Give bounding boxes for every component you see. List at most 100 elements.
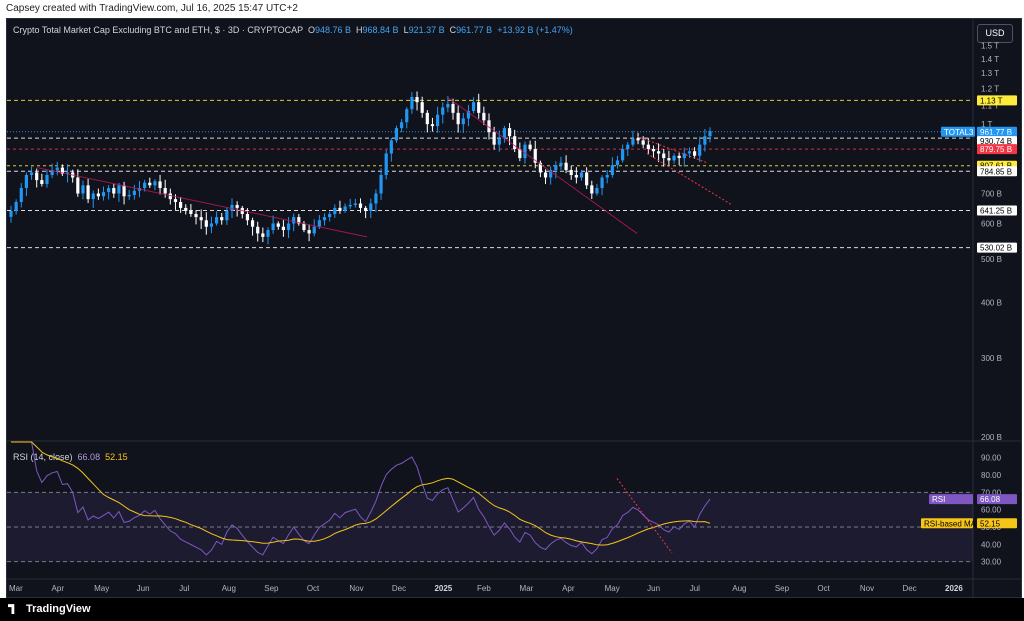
rsi-ma-value-label: 52.15 [980,519,1001,528]
rsi-header: RSI (14, close) 66.08 52.15 [13,452,128,462]
time-axis-tick: Jun [647,584,660,593]
candle [590,185,594,194]
candle [91,193,95,200]
chart-area[interactable]: Crypto Total Market Cap Excluding BTC an… [6,18,1022,598]
time-axis-tick: Mar [9,584,23,593]
price-axis-tick: 1 T [981,120,993,129]
candle [379,174,383,194]
candle [107,188,111,193]
candle [292,217,296,224]
time-axis-tick: Nov [860,584,874,593]
candle [312,226,316,234]
candle [214,217,219,224]
price-label: 879.75 B [980,145,1012,154]
price-label-box [941,126,975,137]
candle [333,207,337,214]
time-axis-tick: Jun [137,584,150,593]
rsi-axis-tick: 40.00 [981,540,1002,549]
candle [168,193,172,200]
candle [636,138,640,141]
candle [266,230,270,237]
candle [199,217,203,221]
candle [549,169,553,178]
candle [256,226,260,234]
trendline [36,167,368,238]
candle [687,151,692,154]
time-axis-tick: Jul [179,584,189,593]
chart-header: Crypto Total Market Cap Excluding BTC an… [13,25,573,35]
price-label-box [977,166,1017,177]
price-label: 930.74 B [980,137,1012,146]
candle [117,185,121,194]
candle [348,204,352,207]
price-label-box [977,144,1017,155]
candle [245,213,250,221]
candle [276,223,280,227]
chart-svg[interactable]: 1.5 T 1.4 T 1.3 T 1.2 T 1.1 T 1 T 700 B 600 B 50… [7,19,1021,597]
time-axis-tick: May [94,584,109,593]
close-label: C [449,25,457,35]
time-axis-tick: Aug [222,584,236,593]
price-axis-tick: 500 B [981,255,1002,264]
candle [425,112,429,125]
candle [230,204,234,211]
candle [471,102,476,112]
price-label-box [977,126,1017,137]
time-axis-tick: Aug [732,584,746,593]
price-axis-tick: 1.3 T [981,69,999,78]
price-axis-tick: 400 B [981,298,1002,307]
rsi-ma-label: RSI-based MA [924,519,977,528]
chart-title: Crypto Total Market Cap Excluding BTC an… [13,25,303,35]
time-axis-tick: Nov [349,584,363,593]
candle [127,194,131,197]
rsi-axis-tick: 70.00 [981,488,1002,497]
currency-button[interactable]: USD [977,24,1013,43]
candle [631,138,635,145]
candle [605,174,609,178]
footer-bar: TradingView [0,598,1024,621]
candle [297,217,301,224]
candle [641,140,645,145]
candle [507,128,512,137]
time-axis-tick: Dec [392,584,406,593]
candle [435,114,440,127]
candle [338,207,342,211]
candle [317,220,321,227]
candle [184,207,188,211]
tradingview-logo[interactable]: TradingView [8,603,91,615]
candle [302,223,306,231]
close-value: 961.77 B [456,25,493,35]
candle [708,131,712,137]
candle [672,155,676,161]
price-label: 1.13 T [980,96,1003,105]
time-axis-tick: Dec [902,584,916,593]
candle [400,122,404,129]
candle [307,230,311,234]
ma-header-value: 52.15 [105,452,128,462]
price-label: TOTAL3 [944,128,974,137]
low-value: 921.37 B [408,25,445,35]
candle [502,128,507,139]
candle [430,124,435,127]
candle [189,210,193,214]
candle [456,112,460,125]
candle [543,172,548,178]
price-label-box [977,242,1017,253]
time-axis-tick: 2026 [945,584,963,593]
candle [163,188,167,194]
rsi-value-label-box [977,494,1017,505]
candle [122,185,126,197]
candle [60,167,64,174]
price-label: 641.25 B [980,207,1012,216]
candle [610,165,614,175]
candle [492,132,496,145]
candle [40,180,44,185]
candle [81,185,85,194]
rsi-label: RSI [932,495,945,504]
candle [482,112,486,121]
candle [65,172,70,174]
high-label: H [356,25,363,35]
candle [29,172,34,175]
candle [328,213,332,218]
candle [322,217,327,221]
